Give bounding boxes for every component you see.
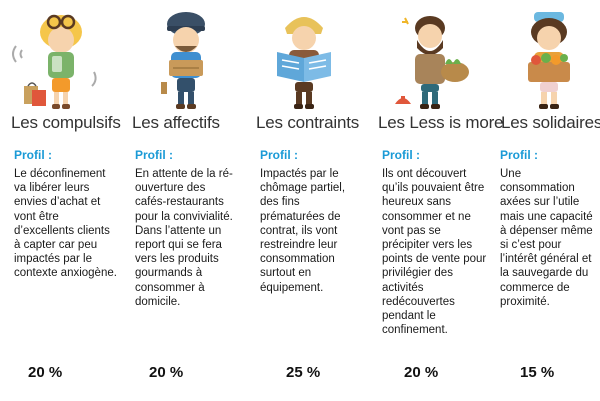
persona-column-compulsifs: Les compulsifs Profil : Le déconfinement…	[0, 0, 125, 401]
persona-percentage: 20 %	[28, 364, 63, 381]
persona-percentage: 20 %	[149, 364, 184, 381]
profil-label: Profil :	[260, 148, 298, 162]
persona-title: Les compulsifs	[11, 113, 121, 132]
persona-column-affectifs: Les affectifs Profil : En attente de la …	[125, 0, 247, 401]
persona-percentage: 25 %	[286, 364, 321, 381]
profil-label: Profil :	[500, 148, 538, 162]
profil-label: Profil :	[382, 148, 420, 162]
persona-description: En attente de la ré-ouverture des cafés-…	[135, 168, 233, 308]
profil-label: Profil :	[135, 148, 173, 162]
persona-description: Une consommation axées sur l’utile mais …	[500, 168, 593, 308]
shopper-character-illustration	[12, 14, 97, 109]
persona-description: Ils ont découvert qu’ils pouvaient être …	[382, 168, 487, 337]
persona-column-solidaires: Les solidaires Profil : Une consommation…	[494, 0, 600, 401]
persona-description: Le déconfinement va libérer leurs envies…	[14, 168, 117, 280]
gardener-character-illustration	[395, 16, 469, 109]
persona-title: Les Less is more	[378, 113, 504, 132]
persona-title: Les solidaires	[501, 113, 600, 132]
persona-title: Les contraints	[256, 113, 360, 132]
persona-description: Impactés par le chômage partiel, des fin…	[260, 168, 346, 294]
persona-percentage: 15 %	[520, 364, 555, 381]
profil-label: Profil :	[14, 148, 52, 162]
persona-column-less-is-more: Les Less is more Profil : Ils ont découv…	[371, 0, 503, 401]
food-carrier-character-illustration	[161, 12, 205, 109]
persona-column-contraints: Les contraints Profil : Impactés par le …	[247, 0, 371, 401]
persona-percentage: 20 %	[404, 364, 439, 381]
persona-title: Les affectifs	[132, 113, 220, 132]
newspaper-reader-character-illustration	[277, 17, 331, 109]
produce-basket-character-illustration	[528, 12, 570, 109]
